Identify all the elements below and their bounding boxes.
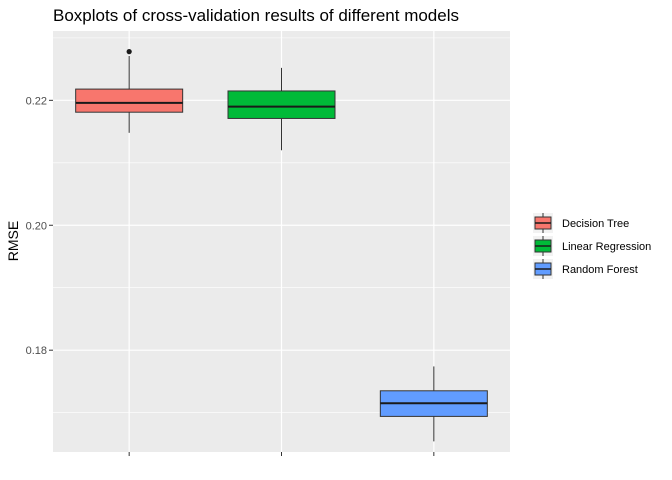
legend-label: Linear Regression: [562, 241, 651, 253]
box-iqr: [227, 90, 336, 119]
legend-item-random-forest: Random Forest: [533, 259, 638, 279]
y-tick-label: 0.22: [26, 95, 47, 107]
legend-item-decision-tree: Decision Tree: [533, 213, 629, 233]
box-linear-regression: [227, 67, 336, 151]
box-iqr: [75, 88, 184, 113]
legend-label: Random Forest: [562, 264, 638, 276]
outlier-point: [126, 49, 132, 55]
box-decision-tree: [75, 49, 184, 133]
y-tick-label: 0.20: [26, 220, 47, 232]
y-axis-label: RMSE: [5, 221, 21, 261]
boxes: [75, 49, 488, 442]
legend-item-linear-regression: Linear Regression: [533, 236, 651, 256]
legend: Decision Tree Linear Regression Random For…: [533, 213, 651, 279]
y-axis-ticks: 0.18 0.20 0.22: [26, 95, 53, 357]
legend-label: Decision Tree: [562, 218, 629, 230]
box-random-forest: [379, 366, 488, 442]
chart-title: Boxplots of cross-validation results of …: [53, 6, 459, 25]
y-tick-label: 0.18: [26, 345, 47, 357]
x-axis-ticks: [128, 452, 435, 456]
